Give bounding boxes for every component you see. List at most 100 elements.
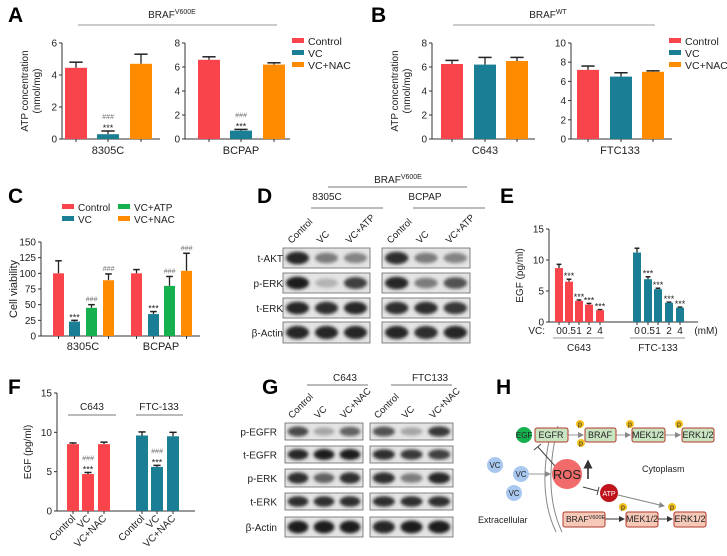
blot-row-label: t-ERK — [250, 498, 277, 509]
protein-band — [343, 301, 368, 315]
legend-swatch — [292, 38, 304, 43]
bar-ftc-133 — [151, 466, 163, 511]
y-tick-label: 2 — [560, 115, 566, 126]
bar-control — [53, 273, 64, 336]
significance-stars: *** — [152, 457, 163, 467]
ros-node — [552, 459, 582, 489]
y-tick-label: 6 — [174, 63, 180, 74]
legend-label: VC+NAC — [685, 60, 727, 72]
x-tick-label: Control — [48, 513, 79, 544]
vc-molecule — [513, 466, 529, 482]
y-axis-label: (nmol/mg) — [32, 68, 43, 113]
protein-band — [313, 496, 335, 507]
lane-label: VC — [315, 229, 332, 246]
legend-swatch — [669, 38, 681, 43]
significance-stars: *** — [675, 299, 686, 309]
y-tick-label: 6 — [421, 63, 427, 74]
x-category-label: BCPAP — [143, 341, 179, 353]
legend-swatch — [118, 216, 130, 221]
lane-label: VC+NAC — [428, 386, 463, 421]
bar-vc-atp — [86, 307, 97, 336]
protein-band — [372, 449, 395, 460]
lane-label: VC — [414, 229, 431, 246]
y-tick-label: 0 — [538, 318, 544, 329]
protein-band — [313, 472, 335, 484]
protein-band — [372, 472, 395, 484]
x-tick-label: 0 — [556, 326, 562, 337]
y-tick-label: 15 — [41, 389, 53, 400]
atp-label: ATP — [602, 491, 615, 498]
bar-vc — [230, 130, 252, 139]
lane-label: Control — [372, 392, 401, 421]
y-axis-label: ATP concentration — [20, 50, 31, 131]
y-tick-label: 6 — [560, 77, 566, 88]
y-tick-label: 4 — [421, 87, 427, 98]
y-tick-label: 50 — [25, 300, 37, 311]
bar-ftc-133 — [676, 307, 684, 322]
vc-label: VC — [508, 489, 519, 498]
braf-node — [584, 427, 617, 443]
panel-label-g: G — [262, 376, 278, 399]
group-label: C643 — [80, 402, 104, 413]
y-axis-label: EGF (pg/ml) — [515, 248, 526, 302]
y-tick-label: 10 — [41, 428, 53, 439]
bar-c643 — [575, 300, 583, 322]
blot-row-label: β-Actin — [246, 523, 277, 534]
protein-band — [414, 301, 438, 315]
legend-swatch — [669, 62, 681, 67]
legend-swatch — [62, 216, 74, 221]
y-tick-label: 2 — [51, 103, 57, 114]
blot-group-label: BCPAP — [408, 192, 441, 203]
lane-label: VC — [400, 404, 417, 421]
legend-label: Control — [685, 36, 719, 48]
significance-stars: *** — [653, 280, 664, 290]
phospho-markers: p p p p p p — [576, 420, 683, 512]
bar-vc-atp — [164, 285, 175, 336]
protein-band — [285, 251, 310, 265]
bar-ftc-133 — [665, 302, 673, 322]
bar-ftc-133 — [167, 436, 179, 511]
egf-node — [516, 427, 532, 443]
bar-vc-nac — [506, 61, 528, 139]
bar-c643 — [555, 268, 563, 322]
y-tick-label: 0 — [51, 135, 57, 146]
legend-label: Control — [308, 36, 342, 48]
y-tick-label: 10 — [555, 39, 567, 50]
protein-band — [285, 325, 310, 340]
lane-label: VC — [312, 404, 329, 421]
blot-row-label: t-ERK — [256, 304, 283, 315]
legend-label: VC+NAC — [308, 60, 351, 72]
header-d: BRAFV600E — [374, 174, 422, 186]
erk-label: ERK1/2 — [682, 430, 713, 440]
bar-c643 — [565, 281, 573, 322]
ros-label: ROS — [553, 467, 582, 482]
lane-label: Control — [385, 217, 414, 246]
significance-stars: *** — [584, 295, 595, 305]
protein-band — [314, 301, 339, 315]
blot-row-label: t-AKT — [257, 254, 283, 265]
egfr-node — [534, 427, 569, 443]
y-tick-label: 5 — [538, 287, 544, 298]
protein-band — [414, 325, 438, 340]
x-tick-label: 0 — [634, 326, 640, 337]
egf-label: EGF — [516, 431, 533, 440]
y-axis-label: EGF (pg/ml) — [23, 425, 34, 479]
p-marker: p — [579, 441, 583, 448]
blot-group-label: 8305C — [312, 192, 341, 203]
significance-stars: *** — [564, 271, 575, 281]
protein-band — [384, 325, 409, 340]
bar-c643 — [67, 444, 79, 511]
x-tick-label: 1 — [576, 326, 582, 337]
vc-label: VC — [489, 461, 500, 470]
legend-label: VC — [685, 48, 700, 60]
bar-vc-nac — [103, 280, 114, 336]
protein-band — [443, 301, 468, 315]
x-unit-label: (mM) — [694, 326, 717, 337]
bar-vc-nac — [181, 270, 192, 336]
cytoplasm-label: Cytoplasm — [642, 464, 685, 474]
blot-row-label: β-Actin — [252, 329, 283, 340]
group-label: C643 — [567, 343, 591, 354]
y-tick-label: 4 — [560, 96, 566, 107]
bar-c643 — [596, 310, 604, 322]
